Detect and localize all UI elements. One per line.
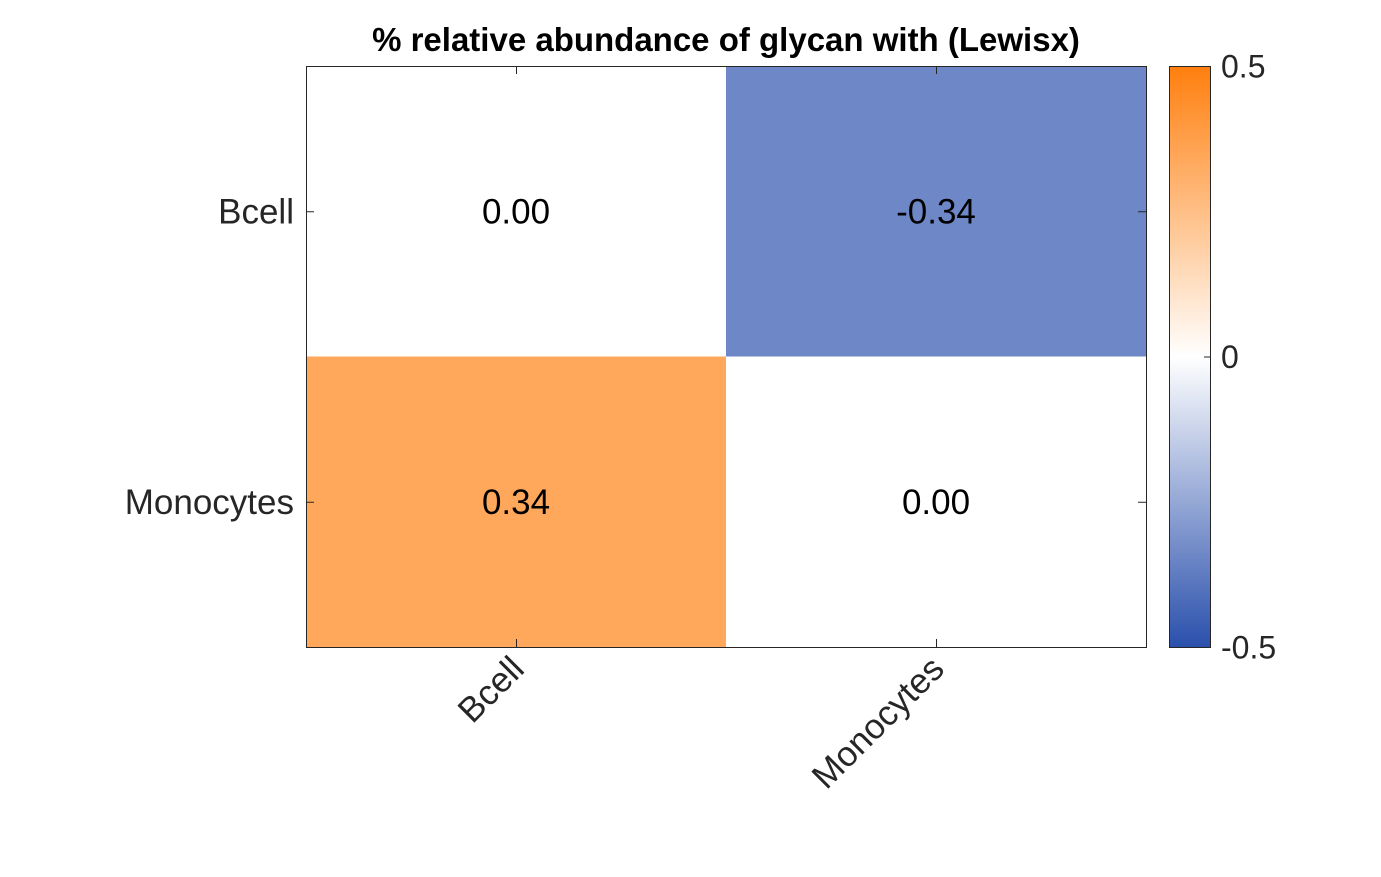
cell-value-label: -0.34 <box>896 192 976 231</box>
colorbar-tick-label: 0.5 <box>1221 49 1265 85</box>
heatmap-cell <box>726 66 1146 357</box>
chart-title: % relative abundance of glycan with (Lew… <box>372 21 1080 58</box>
heatmap-cell <box>306 356 726 647</box>
axis-ticks <box>306 66 1146 647</box>
y-tick-labels: Bcell Monocytes <box>125 192 294 522</box>
x-tick-label: Bcell <box>450 649 531 730</box>
cell-value-label: 0.34 <box>482 483 550 522</box>
cell-value-label: 0.00 <box>482 192 550 231</box>
cell-value-label: 0.00 <box>902 483 970 522</box>
heatmap-cell <box>726 356 1146 647</box>
heatmap-cell-labels: 0.00 -0.34 0.34 0.00 <box>482 192 976 522</box>
colorbar-ticks: 0.5 0 -0.5 <box>1204 49 1276 666</box>
colorbar <box>1169 66 1211 648</box>
y-tick-label: Monocytes <box>125 483 294 522</box>
x-tick-labels: Bcell Monocytes <box>450 649 951 796</box>
colorbar-tick-label: 0 <box>1221 339 1239 375</box>
y-tick-label: Bcell <box>218 192 294 231</box>
heatmap-cell <box>306 66 726 357</box>
heatmap-cells <box>306 66 1146 647</box>
colorbar-tick-label: -0.5 <box>1221 630 1276 666</box>
x-tick-label: Monocytes <box>804 649 951 796</box>
plot-frame <box>306 66 1147 648</box>
